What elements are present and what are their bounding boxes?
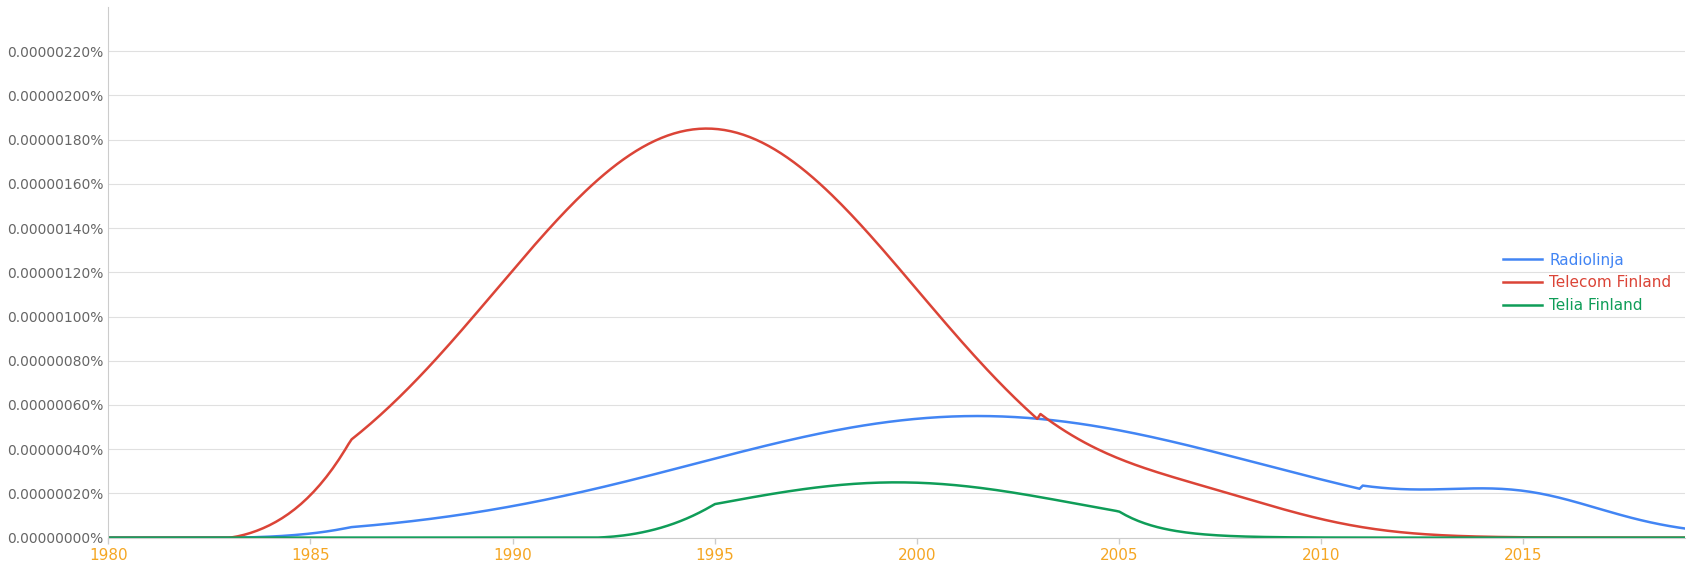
Radiolinja <box>98 534 118 541</box>
Radiolinja <box>1675 525 1692 532</box>
Line: Telia Finland: Telia Finland <box>108 482 1685 538</box>
Telecom Finland <box>860 231 880 238</box>
Telia Finland <box>1394 534 1415 541</box>
Telecom Finland <box>1394 529 1415 536</box>
Telia Finland <box>1675 534 1692 541</box>
Radiolinja <box>951 413 971 420</box>
Radiolinja <box>856 422 876 429</box>
Telecom Finland <box>1041 418 1061 425</box>
Telecom Finland <box>695 125 716 132</box>
Radiolinja <box>1041 417 1061 424</box>
Telecom Finland <box>1675 534 1692 541</box>
Telia Finland <box>1041 495 1061 502</box>
Telia Finland <box>885 479 905 486</box>
Line: Telecom Finland: Telecom Finland <box>108 129 1685 538</box>
Telia Finland <box>856 480 876 487</box>
Telecom Finland <box>954 341 975 348</box>
Telecom Finland <box>1640 534 1660 541</box>
Telecom Finland <box>849 221 870 228</box>
Telia Finland <box>954 483 975 490</box>
Radiolinja <box>848 423 868 430</box>
Line: Radiolinja: Radiolinja <box>108 416 1685 538</box>
Telia Finland <box>1640 534 1660 541</box>
Radiolinja <box>1394 486 1415 492</box>
Radiolinja <box>1640 519 1660 526</box>
Legend: Radiolinja, Telecom Finland, Telia Finland: Radiolinja, Telecom Finland, Telia Finla… <box>1497 247 1677 319</box>
Radiolinja <box>968 413 988 420</box>
Telia Finland <box>98 534 118 541</box>
Telecom Finland <box>98 534 118 541</box>
Telia Finland <box>848 481 868 487</box>
